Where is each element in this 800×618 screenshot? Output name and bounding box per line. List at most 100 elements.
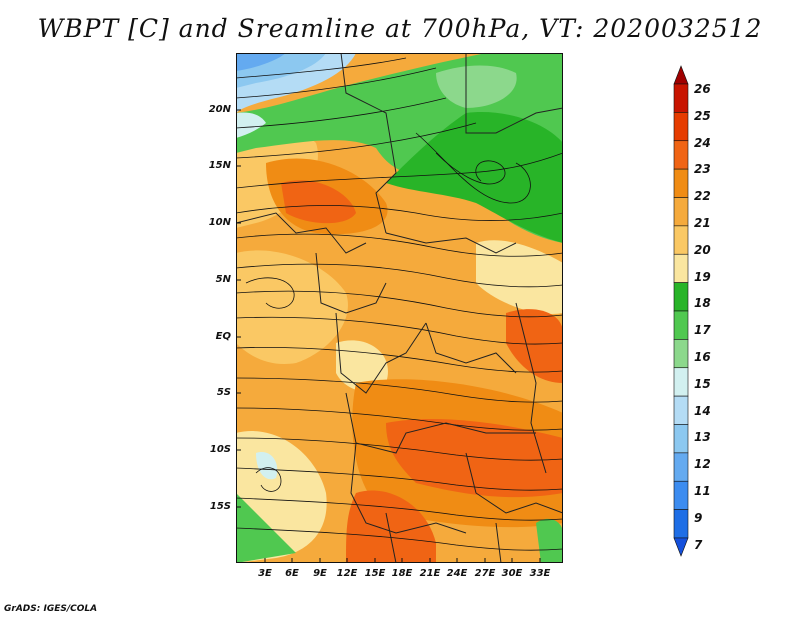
lat-label-15s: 15S — [209, 501, 231, 512]
lat-label-10n: 10N — [208, 217, 231, 228]
border-line — [495, 522, 502, 563]
colorbar-box — [673, 112, 689, 142]
lat-label-15n: 15N — [208, 160, 231, 171]
streamline — [236, 290, 563, 318]
lon-label-12e: 12E — [336, 568, 358, 579]
colorbar-label: 23 — [694, 162, 711, 177]
streamline — [236, 122, 477, 159]
colorbar-bottom-triangle — [673, 537, 689, 557]
colorbar-label: 9 — [694, 510, 703, 525]
colorbar-label: 24 — [694, 135, 711, 150]
border-line — [335, 312, 427, 394]
streamline — [236, 67, 437, 99]
colorbar-label: 18 — [694, 296, 711, 311]
lon-label-30e: 30E — [501, 568, 523, 579]
streamline — [236, 263, 563, 288]
border-line — [340, 53, 397, 234]
colorbar-box — [673, 140, 689, 170]
colorbar-label: 15 — [694, 376, 711, 391]
wbpt-fill-19 — [476, 240, 563, 314]
streamline — [236, 437, 563, 461]
colorbar-box — [673, 197, 689, 227]
colorbar-box — [673, 253, 689, 283]
border-line — [385, 512, 397, 563]
lon-label-18e: 18E — [391, 568, 413, 579]
map-panel — [236, 53, 563, 563]
lon-label-21e: 21E — [419, 568, 441, 579]
colorbar-box — [673, 282, 689, 312]
streamlines — [236, 57, 563, 551]
chart-title: WBPT [C] and Sreamline at 700hPa, VT: 20… — [37, 14, 763, 43]
streamline — [236, 233, 563, 257]
colorbar-box — [673, 83, 689, 113]
wbpt-fill-23 — [506, 309, 563, 383]
colorbar-label: 16 — [694, 349, 711, 364]
colorbar-box — [673, 310, 689, 340]
lat-label-eq: EQ — [215, 331, 231, 342]
colorbar-box — [673, 225, 689, 255]
map-frame — [236, 53, 563, 563]
wbpt-fill-20 — [236, 250, 348, 364]
border-line — [465, 53, 563, 134]
wbpt-fill-15 — [256, 452, 278, 480]
colorbar-label: 14 — [694, 403, 711, 418]
border-line — [385, 232, 517, 254]
colorbar-label: 7 — [694, 537, 703, 552]
streamline — [236, 377, 563, 403]
streamline — [245, 277, 295, 309]
lon-label-27e: 27E — [474, 568, 496, 579]
colorbar-label: 22 — [694, 189, 711, 204]
streamline — [236, 205, 563, 221]
colorbar-label: 25 — [694, 108, 711, 123]
streamline — [236, 467, 563, 491]
lat-label-10s: 10S — [209, 444, 231, 455]
colorbar-box — [673, 480, 689, 510]
streamline — [236, 497, 563, 521]
border-line — [515, 302, 547, 474]
colorbar-box — [673, 452, 689, 482]
colorbar — [673, 65, 689, 557]
colorbar-boxes — [673, 65, 689, 557]
colorbar-label: 17 — [694, 323, 711, 338]
wbpt-fill-17 — [236, 493, 296, 563]
streamline — [236, 407, 563, 431]
lon-label-15e: 15E — [364, 568, 386, 579]
border-line — [465, 452, 563, 514]
border-line — [236, 212, 367, 254]
colorbar-box — [673, 339, 689, 369]
wbpt-fill-15 — [236, 112, 266, 138]
country-borders — [236, 53, 563, 563]
border-line — [315, 252, 387, 314]
lon-label-24e: 24E — [446, 568, 468, 579]
wbpt-fill-23 — [386, 418, 563, 498]
border-line — [425, 322, 517, 374]
colorbar-box — [673, 395, 689, 425]
wbpt-fill-12 — [236, 53, 286, 71]
lat-label-5n: 5N — [215, 274, 231, 285]
lon-label-33e: 33E — [529, 568, 551, 579]
border-line — [350, 442, 467, 534]
colorbar-box — [673, 424, 689, 454]
colorbar-label: 13 — [694, 430, 711, 445]
wbpt-fill-23 — [281, 180, 356, 224]
lon-label-3e: 3E — [258, 568, 272, 579]
colorbar-label: 20 — [694, 242, 711, 257]
colorbar-box — [673, 367, 689, 397]
colorbar-box — [673, 168, 689, 198]
wbpt-fill-16 — [436, 65, 517, 108]
colorbar-label: 19 — [694, 269, 711, 284]
streamline — [236, 97, 447, 129]
streamline — [236, 316, 563, 345]
streamline — [236, 527, 563, 551]
wbpt-streamline-map — [236, 53, 563, 563]
colorbar-label: 11 — [694, 483, 711, 498]
lon-label-9e: 9E — [313, 568, 327, 579]
wbpt-fill-18 — [386, 112, 563, 243]
streamline — [435, 152, 506, 185]
streamline — [415, 132, 531, 204]
colorbar-box — [673, 509, 689, 539]
lat-label-20n: 20N — [208, 104, 231, 115]
streamline — [255, 467, 282, 492]
colorbar-top-triangle — [673, 65, 689, 85]
streamline — [236, 57, 407, 79]
